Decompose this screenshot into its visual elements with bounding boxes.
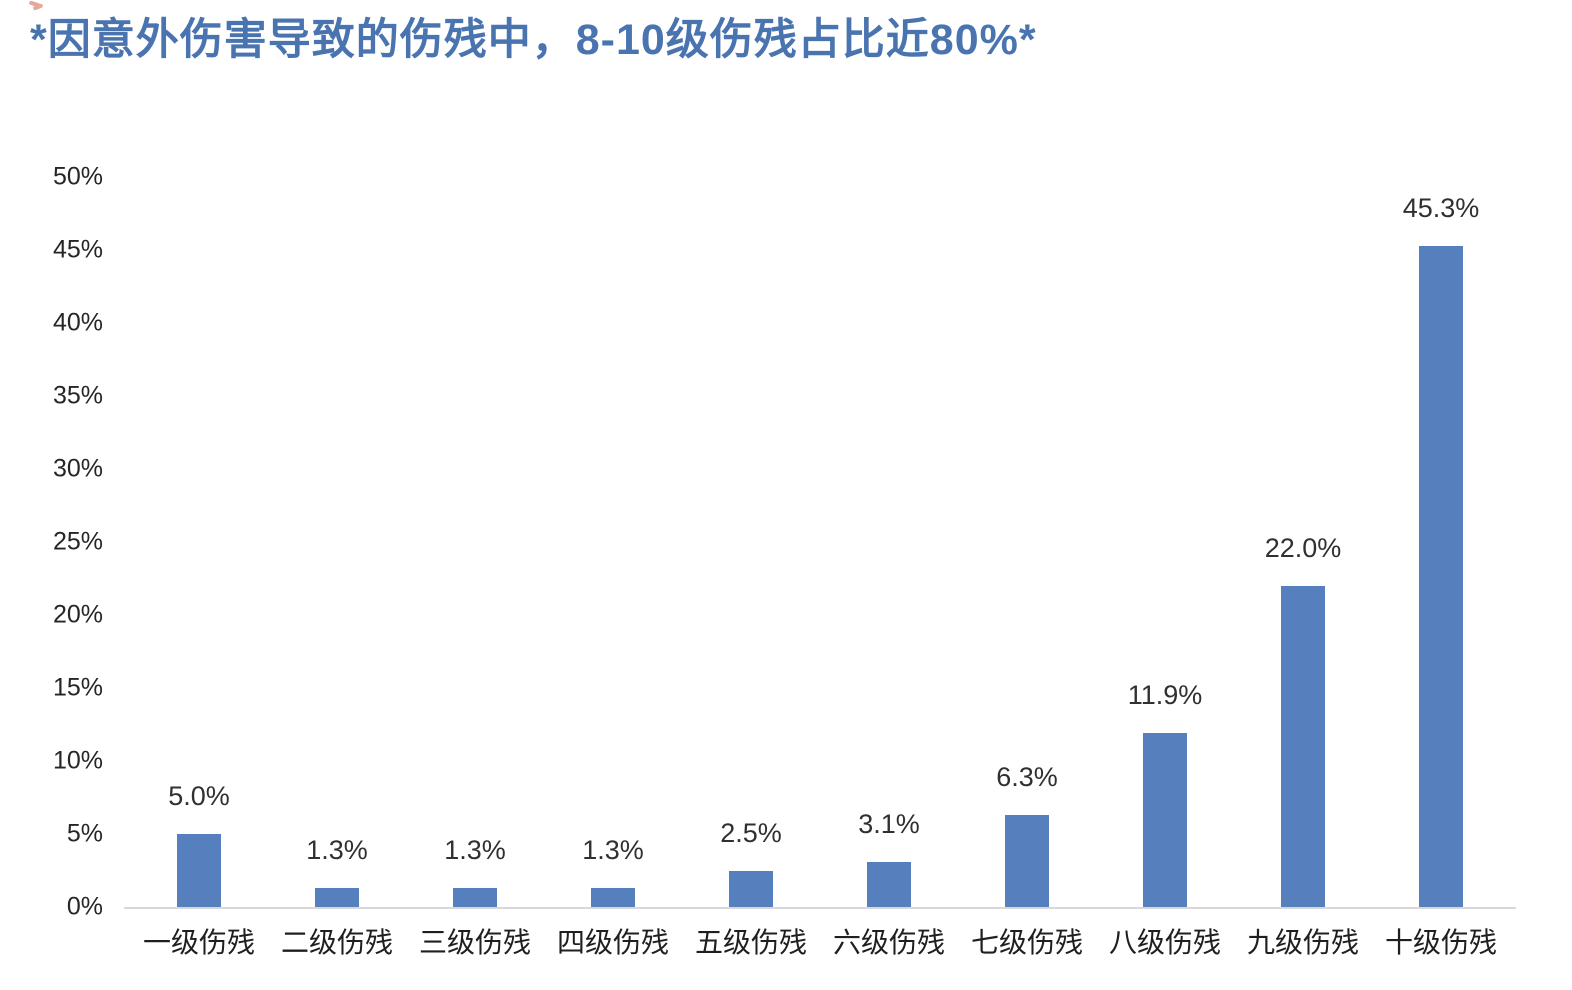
x-tick-label: 二级伤残 [280, 927, 394, 958]
y-tick-label: 40% [52, 308, 103, 337]
y-tick-label: 0% [66, 892, 103, 921]
x-tick-label: 十级伤残 [1384, 927, 1498, 958]
y-tick-label: 30% [52, 454, 103, 483]
x-tick-label: 七级伤残 [970, 927, 1084, 958]
bar-value-label: 1.3% [306, 835, 368, 866]
bar-value-label: 5.0% [168, 781, 230, 811]
bar [729, 870, 773, 907]
x-tick-label: 一级伤残 [142, 927, 256, 958]
bar-value-label: 22.0% [1264, 532, 1342, 563]
bar [1005, 815, 1049, 907]
bar-value-label: 1.3% [444, 835, 506, 866]
x-tick-label: 六级伤残 [832, 927, 946, 958]
bar-value-label: 6.3% [996, 762, 1058, 793]
x-axis-line [124, 907, 1516, 909]
chart-title: *因意外伤害导致的伤残中，8-10级伤残占比近80%* [30, 16, 1037, 64]
bar [1281, 585, 1325, 907]
bar-value-label: 11.9% [1127, 680, 1203, 711]
bar [453, 888, 497, 907]
y-tick-label: 25% [52, 527, 103, 556]
x-tick-label: 九级伤残 [1246, 927, 1360, 958]
y-tick-label: 50% [52, 162, 103, 191]
bar [177, 834, 221, 907]
x-tick-label: 五级伤残 [694, 927, 808, 958]
bar [1143, 733, 1187, 907]
bar [315, 888, 359, 907]
y-tick-label: 10% [52, 746, 103, 775]
y-tick-label: 20% [52, 600, 103, 629]
bar [1419, 245, 1463, 907]
y-tick-label: 35% [52, 381, 103, 410]
y-tick-label: 45% [52, 235, 103, 264]
bar [591, 888, 635, 907]
x-tick-label: 八级伤残 [1108, 927, 1222, 958]
x-tick-label: 四级伤残 [556, 927, 670, 958]
bar-value-label: 2.5% [720, 817, 782, 848]
bar-value-label: 3.1% [858, 808, 920, 839]
bar-value-label: 45.3% [1402, 192, 1480, 223]
bar-value-label: 1.3% [582, 835, 644, 866]
bar [867, 861, 911, 907]
x-tick-label: 三级伤残 [418, 927, 532, 958]
y-tick-label: 5% [66, 819, 103, 848]
y-tick-label: 15% [52, 673, 103, 702]
